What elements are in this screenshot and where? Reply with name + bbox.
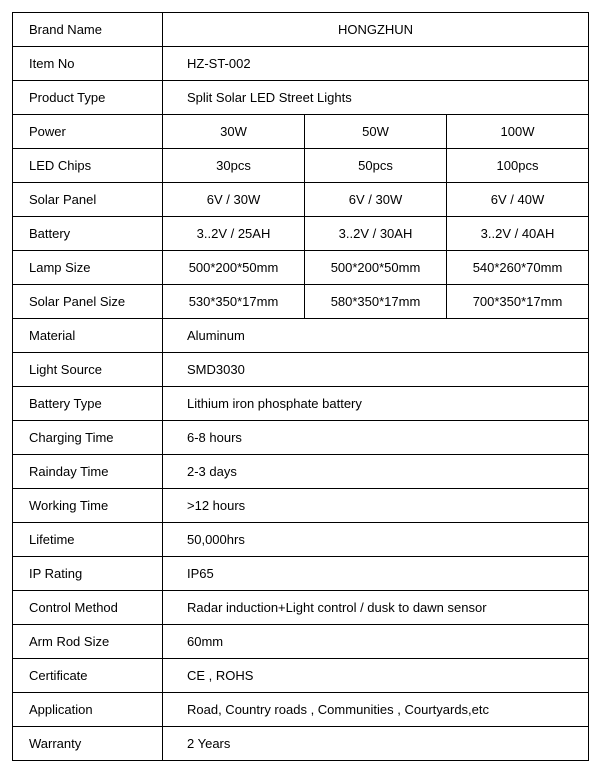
- row-value: 6V / 40W: [447, 183, 589, 217]
- row-value: 530*350*17mm: [163, 285, 305, 319]
- row-value: HZ-ST-002: [163, 47, 589, 81]
- row-value: Radar induction+Light control / dusk to …: [163, 591, 589, 625]
- row-value: 2-3 days: [163, 455, 589, 489]
- row-value: 3..2V / 40AH: [447, 217, 589, 251]
- row-value: Aluminum: [163, 319, 589, 353]
- row-label: Light Source: [13, 353, 163, 387]
- row-label: Solar Panel: [13, 183, 163, 217]
- row-value: Road, Country roads , Communities , Cour…: [163, 693, 589, 727]
- table-row: Working Time>12 hours: [13, 489, 589, 523]
- row-value: 30pcs: [163, 149, 305, 183]
- table-row: LED Chips30pcs50pcs100pcs: [13, 149, 589, 183]
- row-value: 580*350*17mm: [305, 285, 447, 319]
- row-value: 50W: [305, 115, 447, 149]
- row-label: Item No: [13, 47, 163, 81]
- table-row: Rainday Time2-3 days: [13, 455, 589, 489]
- table-row: Power30W50W100W: [13, 115, 589, 149]
- row-value: 100pcs: [447, 149, 589, 183]
- row-label: Product Type: [13, 81, 163, 115]
- table-row: Lamp Size500*200*50mm500*200*50mm540*260…: [13, 251, 589, 285]
- row-label: Lamp Size: [13, 251, 163, 285]
- row-value: 6-8 hours: [163, 421, 589, 455]
- row-value: 30W: [163, 115, 305, 149]
- row-value: 3..2V / 25AH: [163, 217, 305, 251]
- row-label: Control Method: [13, 591, 163, 625]
- row-label: Solar Panel Size: [13, 285, 163, 319]
- row-value: CE , ROHS: [163, 659, 589, 693]
- table-row: Brand NameHONGZHUN: [13, 13, 589, 47]
- row-value: 3..2V / 30AH: [305, 217, 447, 251]
- table-row: Control MethodRadar induction+Light cont…: [13, 591, 589, 625]
- table-row: Arm Rod Size60mm: [13, 625, 589, 659]
- row-label: IP Rating: [13, 557, 163, 591]
- table-row: Lifetime50,000hrs: [13, 523, 589, 557]
- table-row: Product TypeSplit Solar LED Street Light…: [13, 81, 589, 115]
- row-value: 2 Years: [163, 727, 589, 761]
- row-label: Battery: [13, 217, 163, 251]
- row-label: Brand Name: [13, 13, 163, 47]
- row-label: Lifetime: [13, 523, 163, 557]
- row-value: 50pcs: [305, 149, 447, 183]
- row-value: 100W: [447, 115, 589, 149]
- spec-table: Brand NameHONGZHUNItem NoHZ-ST-002Produc…: [12, 12, 589, 761]
- table-row: IP RatingIP65: [13, 557, 589, 591]
- row-label: LED Chips: [13, 149, 163, 183]
- row-label: Warranty: [13, 727, 163, 761]
- table-row: Battery TypeLithium iron phosphate batte…: [13, 387, 589, 421]
- row-label: Material: [13, 319, 163, 353]
- table-row: Solar Panel6V / 30W6V / 30W6V / 40W: [13, 183, 589, 217]
- row-label: Arm Rod Size: [13, 625, 163, 659]
- table-row: ApplicationRoad, Country roads , Communi…: [13, 693, 589, 727]
- row-value: >12 hours: [163, 489, 589, 523]
- row-label: Charging Time: [13, 421, 163, 455]
- row-label: Certificate: [13, 659, 163, 693]
- table-row: Battery3..2V / 25AH3..2V / 30AH3..2V / 4…: [13, 217, 589, 251]
- row-value: 540*260*70mm: [447, 251, 589, 285]
- row-value: SMD3030: [163, 353, 589, 387]
- row-value: IP65: [163, 557, 589, 591]
- table-row: Solar Panel Size530*350*17mm580*350*17mm…: [13, 285, 589, 319]
- table-row: Warranty2 Years: [13, 727, 589, 761]
- row-value: 500*200*50mm: [305, 251, 447, 285]
- row-label: Battery Type: [13, 387, 163, 421]
- row-value: 6V / 30W: [305, 183, 447, 217]
- row-label: Application: [13, 693, 163, 727]
- table-row: Light SourceSMD3030: [13, 353, 589, 387]
- row-value: 700*350*17mm: [447, 285, 589, 319]
- row-value: 500*200*50mm: [163, 251, 305, 285]
- table-row: Item NoHZ-ST-002: [13, 47, 589, 81]
- row-value: HONGZHUN: [163, 13, 589, 47]
- row-label: Rainday Time: [13, 455, 163, 489]
- table-row: Charging Time6-8 hours: [13, 421, 589, 455]
- row-value: 6V / 30W: [163, 183, 305, 217]
- row-label: Working Time: [13, 489, 163, 523]
- row-label: Power: [13, 115, 163, 149]
- table-row: MaterialAluminum: [13, 319, 589, 353]
- table-row: CertificateCE , ROHS: [13, 659, 589, 693]
- row-value: Split Solar LED Street Lights: [163, 81, 589, 115]
- row-value: Lithium iron phosphate battery: [163, 387, 589, 421]
- row-value: 50,000hrs: [163, 523, 589, 557]
- row-value: 60mm: [163, 625, 589, 659]
